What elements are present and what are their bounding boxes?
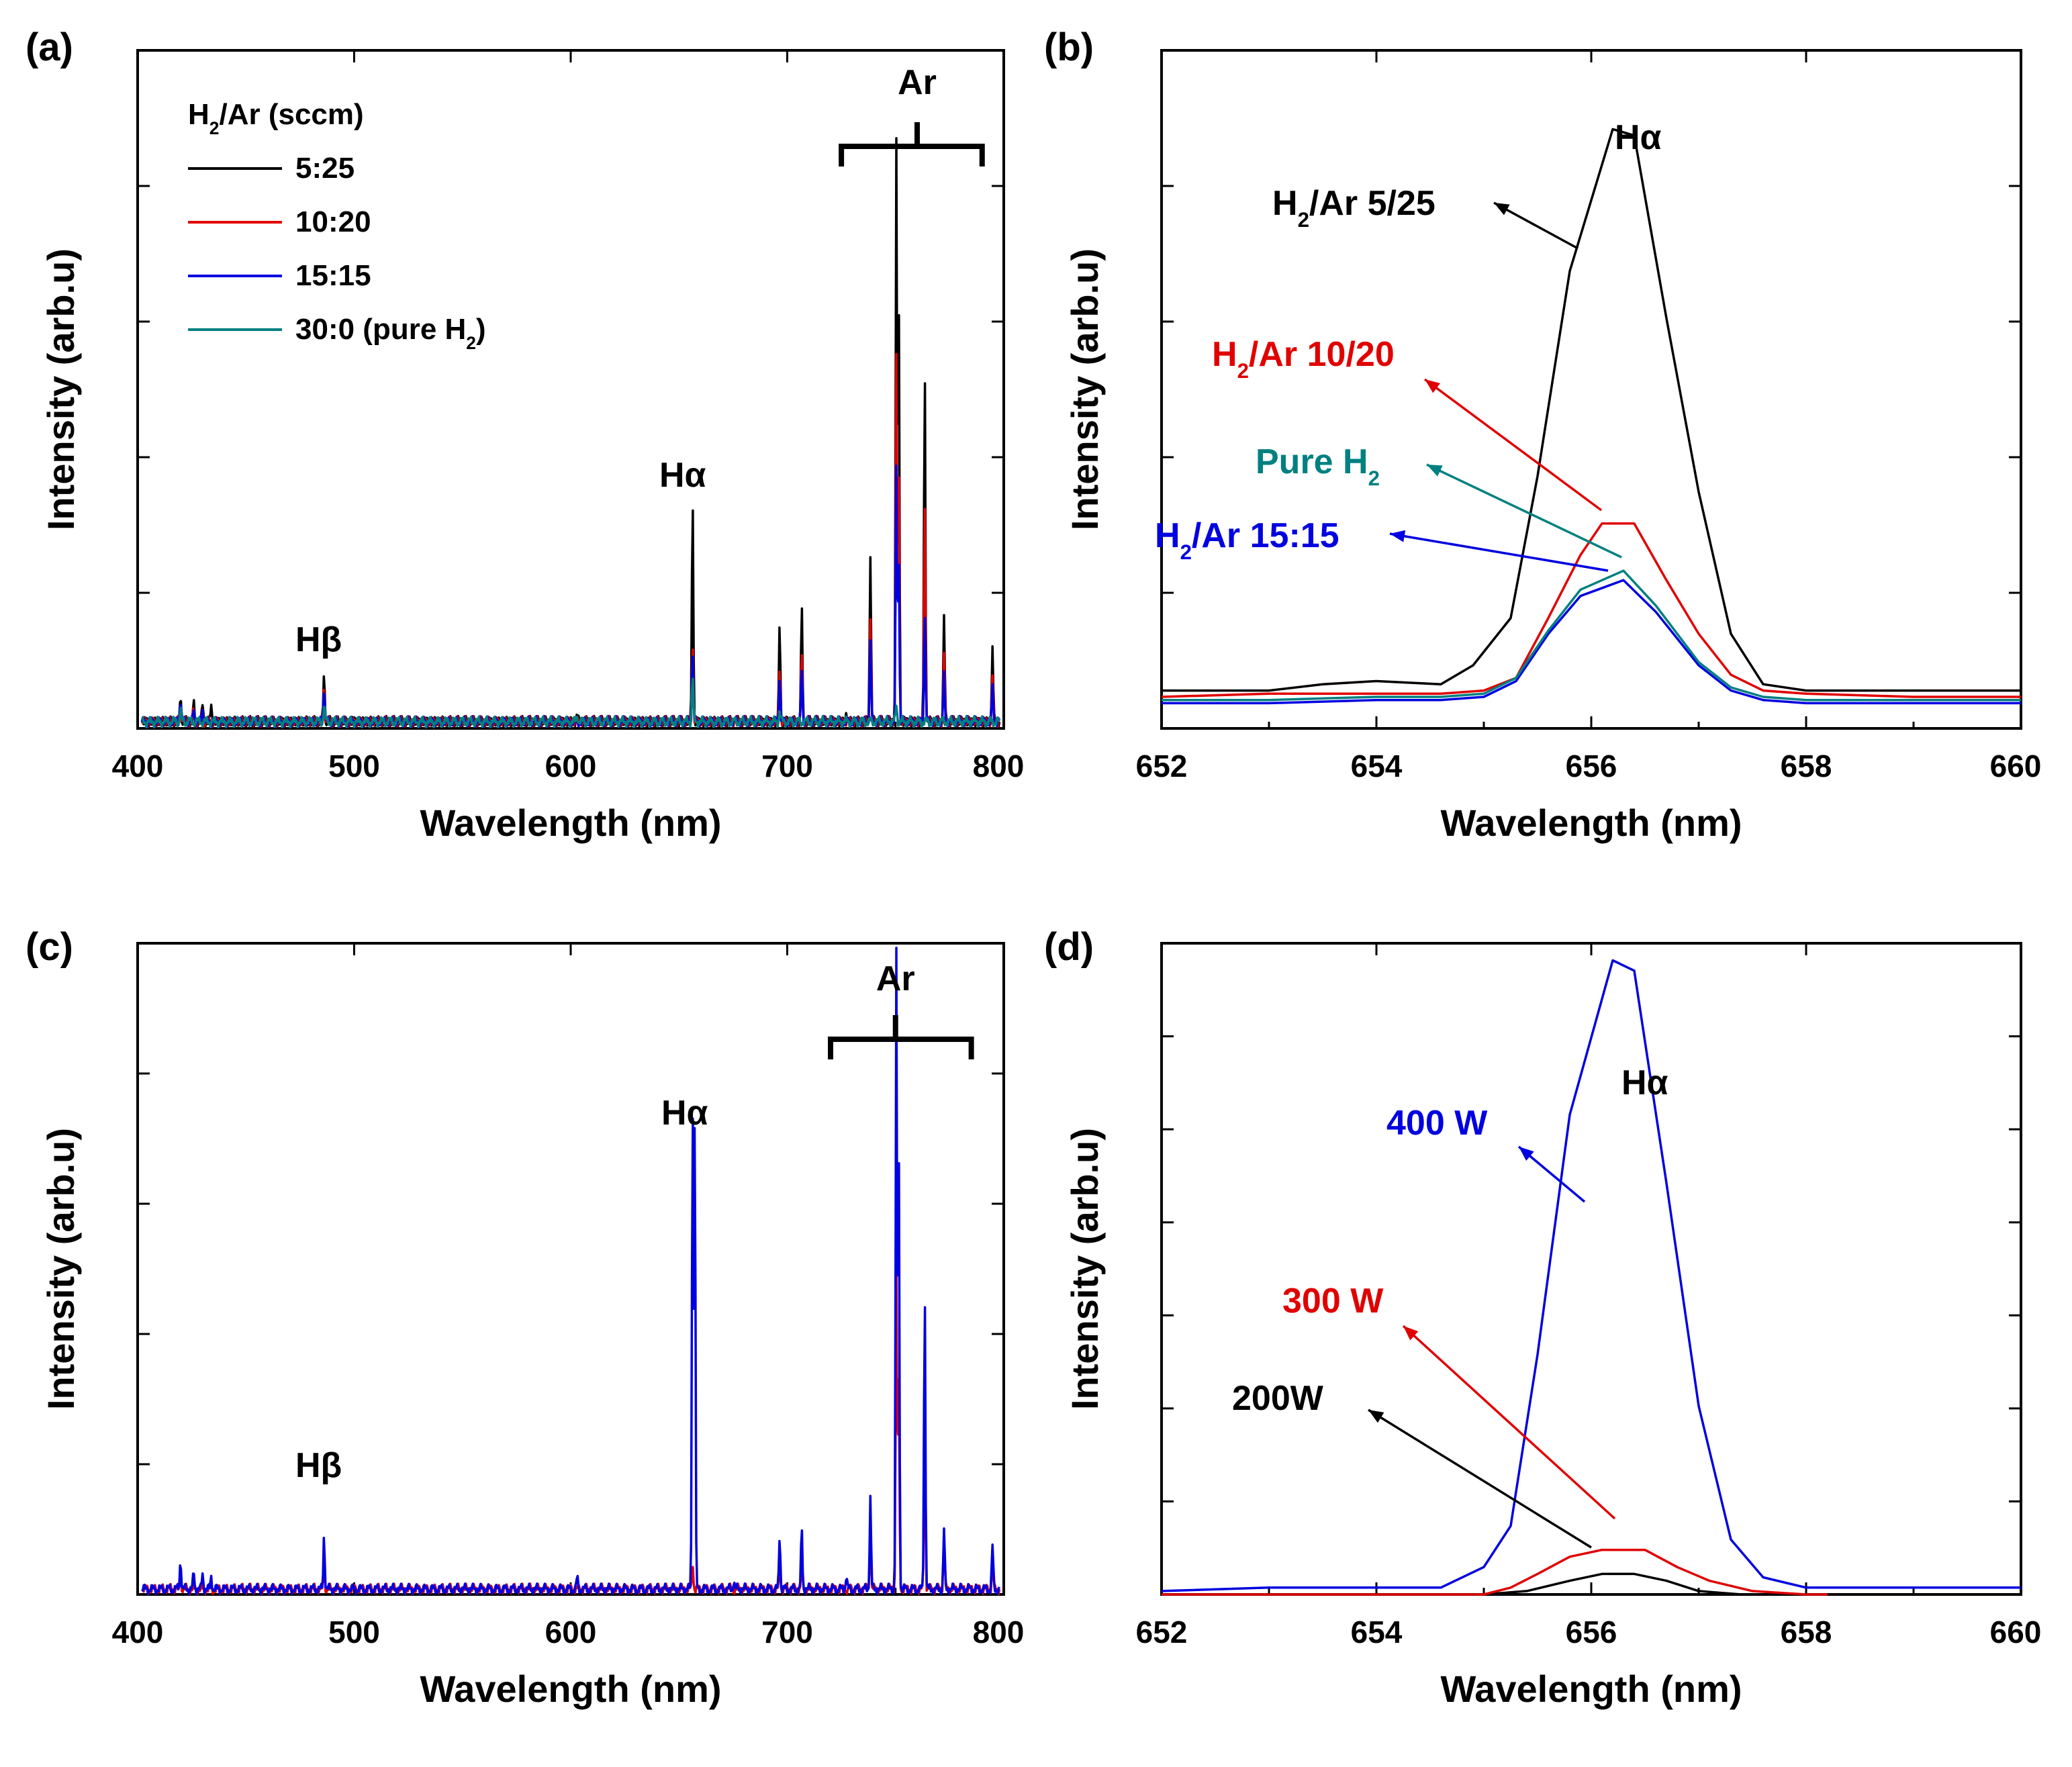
x-tick-label: 500 (328, 749, 380, 783)
x-tick-label: 654 (1351, 749, 1403, 783)
x-tick-label: 700 (761, 1615, 813, 1650)
legend: H2/Ar (sccm) 5:25 10:20 15:15 30:0 (pure H2) (188, 98, 486, 353)
arrow-200w-head (1368, 1410, 1384, 1423)
label-300w: 300 W (1282, 1282, 1384, 1321)
annotation-hbeta: Hβ (295, 1446, 342, 1485)
x-tick-label: 660 (1990, 749, 2042, 783)
panel-label: (a) (26, 26, 73, 69)
annotation-halpha: Hα (1621, 1063, 1668, 1102)
panel-a: 400 500 600 700 800 Wavelength (nm) Intensity … (26, 26, 1024, 844)
x-tick-label: 652 (1136, 1615, 1188, 1650)
x-tick-label: 656 (1566, 1615, 1617, 1650)
x-tick-label: 652 (1136, 749, 1188, 783)
series-line-pure-h (1162, 569, 2021, 702)
annotation-hbeta: Hβ (295, 620, 342, 659)
panel-label: (c) (26, 925, 73, 969)
series-line-400-w (141, 947, 1001, 1596)
y-axis-title: Intensity (arb.u) (40, 248, 82, 530)
label-h2-ar-15-15: H2/Ar 15:15 (1155, 516, 1339, 564)
arrow-10-20-head (1425, 379, 1441, 393)
arrow-400w-head (1519, 1147, 1534, 1161)
series-line-h-ar-5-25 (1162, 128, 2021, 692)
arrow-pure-h2 (1426, 463, 1622, 559)
x-tick-label: 400 (112, 1615, 164, 1650)
x-tick-label: 800 (973, 749, 1025, 783)
legend-entry-10-20: 10:20 (295, 205, 371, 238)
panel-label: (d) (1044, 925, 1094, 969)
label-h2-ar-5-25: H2/Ar 5/25 (1272, 184, 1435, 232)
annotation-halpha: Hα (661, 1094, 708, 1133)
x-tick-label: 658 (1781, 1615, 1832, 1650)
legend-entry-5-25: 5:25 (295, 152, 355, 185)
series-line-h-ar-10-20 (1161, 522, 2021, 698)
legend-entry-15-15: 15:15 (295, 259, 371, 292)
arrow-10-20 (1423, 378, 1603, 512)
x-tick-label: 400 (112, 749, 164, 783)
y-axis-title: Intensity (arb.u) (40, 1128, 82, 1410)
x-tick-label: 658 (1781, 749, 1832, 783)
label-200w: 200W (1232, 1379, 1324, 1418)
arrow-15-15 (1389, 532, 1609, 572)
arrow-5-25-head (1494, 203, 1510, 216)
x-tick-label: 600 (545, 749, 597, 783)
x-tick-label: 500 (328, 1615, 380, 1650)
panel-c: 400 500 600 700 800 Wavelength (nm) Intensity … (26, 925, 1024, 1710)
annotation-ar: Ar (898, 63, 937, 102)
arrow-pure-h2-head (1427, 465, 1443, 477)
x-tick-label: 660 (1990, 1615, 2042, 1650)
x-axis-title: Wavelength (nm) (420, 1668, 721, 1710)
panel-b: 652 654 656 658 660 Wavelength (nm) Intensity … (1044, 26, 2041, 844)
series-line-400-w (1161, 959, 2021, 1592)
series-line-30-0-pure-h (141, 677, 1001, 729)
legend-title: H2/Ar (sccm) (188, 98, 364, 138)
x-tick-label: 654 (1351, 1615, 1403, 1650)
x-tick-label: 600 (545, 1615, 597, 1650)
panel-d: 652 654 656 658 660 Wavelength (nm) Intensity … (1044, 925, 2041, 1710)
plot-frame (136, 49, 1005, 730)
x-tick-label: 700 (761, 749, 813, 783)
series-line-300-w (1162, 1548, 1828, 1596)
arrow-300w (1402, 1325, 1616, 1520)
x-axis-title: Wavelength (nm) (1440, 802, 1742, 844)
annotation-ar: Ar (876, 959, 915, 998)
arrow-5-25 (1493, 201, 1579, 250)
x-axis-title: Wavelength (nm) (420, 802, 721, 844)
label-400w: 400 W (1386, 1104, 1488, 1143)
x-tick-label: 800 (973, 1615, 1025, 1650)
annotation-halpha: Hα (1615, 118, 1662, 157)
panel-label: (b) (1044, 26, 1094, 69)
annotation-halpha: Hα (659, 456, 706, 495)
ar-bracket (828, 1015, 974, 1059)
ar-bracket (839, 122, 985, 166)
label-pure-h2: Pure H2 (1256, 442, 1380, 490)
arrow-200w (1368, 1408, 1592, 1549)
series-line-h-ar-15-15 (1162, 579, 2021, 705)
legend-entry-30-0-pure-h: 30:0 (pure H2) (295, 313, 486, 353)
x-tick-label: 656 (1566, 749, 1617, 783)
y-axis-title: Intensity (arb.u) (1064, 1128, 1106, 1410)
x-axis-title: Wavelength (nm) (1440, 1668, 1742, 1710)
plot-frame (1160, 49, 2022, 730)
label-h2-ar-10-20: H2/Ar 10/20 (1212, 335, 1395, 383)
arrow-15-15-head (1390, 530, 1406, 542)
y-axis-title: Intensity (arb.u) (1064, 248, 1106, 530)
arrow-300w-head (1403, 1326, 1419, 1341)
